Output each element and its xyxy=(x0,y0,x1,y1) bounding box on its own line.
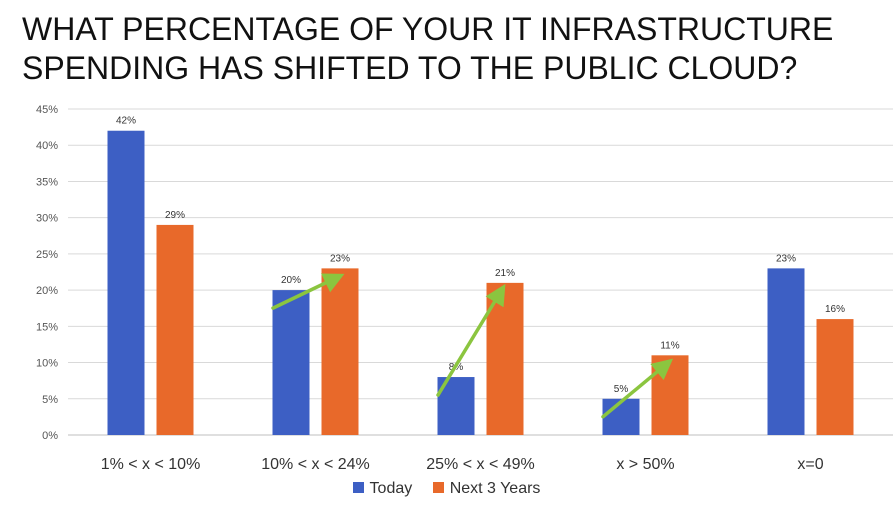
x-axis-categories: 1% < x < 10% 10% < x < 24% 25% < x < 49% x … xyxy=(101,456,824,473)
data-label: 42% xyxy=(116,116,136,127)
x-category-label: x=0 xyxy=(797,456,823,473)
chart-title-line-1: WHAT PERCENTAGE OF YOUR IT INFRASTRUCTUR… xyxy=(22,11,834,47)
trend-arrow xyxy=(271,273,345,310)
bar-today xyxy=(602,398,640,435)
legend: Today Next 3 Years xyxy=(0,480,893,498)
trend-arrow xyxy=(436,283,506,397)
data-label: 21% xyxy=(495,268,515,279)
trend-arrow xyxy=(601,358,674,419)
bar-today xyxy=(272,290,310,435)
y-tick-label: 5% xyxy=(42,394,58,406)
data-label: 23% xyxy=(330,253,350,264)
chart-title-line-2: SPENDING HAS SHIFTED TO THE PUBLIC CLOUD… xyxy=(22,50,798,86)
legend-swatch-today xyxy=(352,482,364,493)
bar-next-3-years xyxy=(816,319,854,435)
y-tick-label: 35% xyxy=(36,176,58,188)
y-tick-label: 30% xyxy=(36,213,58,225)
bar-next-3-years xyxy=(651,355,689,435)
y-tick-label: 40% xyxy=(36,140,58,152)
trend-arrows xyxy=(271,273,674,419)
legend-item-today: Today xyxy=(352,480,413,498)
y-tick-label: 10% xyxy=(36,358,58,370)
legend-label-today: Today xyxy=(369,480,413,497)
y-tick-label: 0% xyxy=(42,430,58,442)
bar-today xyxy=(107,130,145,435)
y-tick-label: 15% xyxy=(36,321,58,333)
legend-swatch-next-3-years xyxy=(432,482,444,493)
data-label: 20% xyxy=(281,275,301,286)
gridlines xyxy=(68,108,893,436)
y-axis-ticks: 0% 5% 10% 15% 20% 25% 30% 35% 40% 45% xyxy=(36,104,58,442)
data-labels: 42%20%8%5%23%29%23%21%11%16% xyxy=(116,116,845,395)
bar-today xyxy=(767,268,805,435)
bar-next-3-years xyxy=(321,268,359,435)
chart-title: WHAT PERCENTAGE OF YOUR IT INFRASTRUCTUR… xyxy=(22,10,882,88)
data-label: 23% xyxy=(776,253,796,264)
y-tick-label: 25% xyxy=(36,249,58,261)
x-category-label: 25% < x < 49% xyxy=(426,456,535,473)
legend-item-next-3-years: Next 3 Years xyxy=(432,480,541,498)
data-label: 11% xyxy=(660,340,679,351)
x-category-label: 10% < x < 24% xyxy=(261,456,370,473)
bars xyxy=(107,130,854,435)
bar-next-3-years xyxy=(156,224,194,435)
data-label: 5% xyxy=(614,384,629,395)
y-tick-label: 45% xyxy=(36,104,58,116)
data-label: 16% xyxy=(825,304,845,315)
bar-chart: 0%5%10%15%20%25%30%35%40%45% 42%20%8%5%2… xyxy=(36,104,893,473)
x-category-label: 1% < x < 10% xyxy=(101,456,201,473)
legend-label-next-3-years: Next 3 Years xyxy=(449,480,541,497)
data-label: 29% xyxy=(165,210,185,221)
y-tick-label: 20% xyxy=(36,285,58,297)
x-category-label: x > 50% xyxy=(616,456,674,473)
